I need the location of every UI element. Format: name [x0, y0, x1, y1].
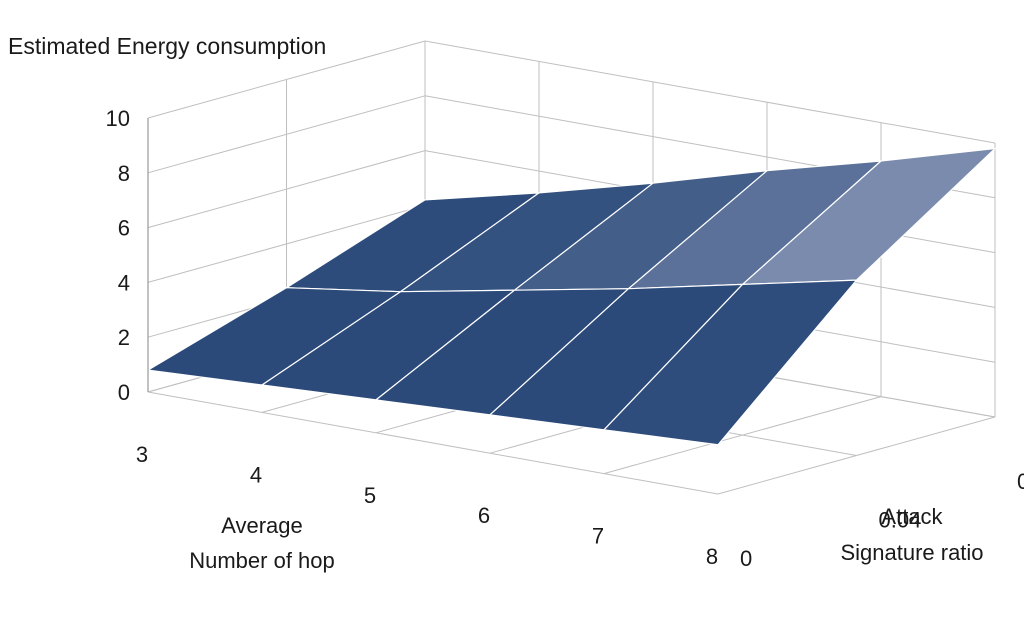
- y-tick-label: 0.1: [1017, 469, 1024, 494]
- x-axis-title-line-2: Number of hop: [189, 548, 335, 573]
- x-tick-label: 4: [250, 462, 262, 487]
- z-tick-label: 0: [118, 380, 130, 405]
- chart-title: Estimated Energy consumption: [8, 33, 326, 59]
- z-tick-label: 6: [118, 216, 130, 241]
- surface-patch: [603, 279, 858, 446]
- floor-gridline-y: [147, 391, 719, 495]
- gridline-z: [424, 40, 996, 144]
- gridline-z: [147, 40, 426, 119]
- x-tick-label: 6: [478, 503, 490, 528]
- x-tick-label: 5: [364, 483, 376, 508]
- x-tick-label: 8: [706, 544, 718, 569]
- x-tick-label: 3: [136, 442, 148, 467]
- z-tick-label: 4: [118, 270, 130, 295]
- gridline-z: [147, 95, 426, 174]
- y-axis-title-line-1: Attack: [881, 504, 943, 529]
- y-tick-label: 0.04: [879, 508, 922, 533]
- surface-layer: [147, 147, 996, 446]
- y-tick-label: 0: [740, 546, 752, 571]
- gridline-z: [147, 204, 426, 283]
- x-axis-title-line-1: Average: [221, 513, 303, 538]
- z-tick-label: 2: [118, 325, 130, 350]
- z-tick-label: 10: [106, 106, 130, 131]
- x-tick-label: 7: [592, 524, 604, 549]
- z-tick-label: 8: [118, 161, 130, 186]
- gridline-z: [147, 150, 426, 229]
- y-axis-title-line-2: Signature ratio: [840, 540, 983, 565]
